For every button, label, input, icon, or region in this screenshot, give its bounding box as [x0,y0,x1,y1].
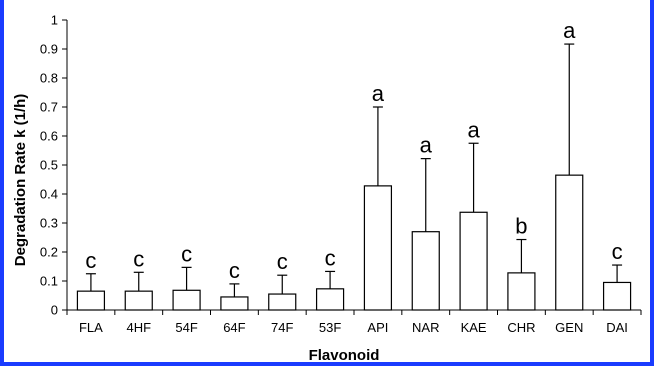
bar-dai [604,282,631,310]
significance-label-kae: a [467,117,480,142]
x-tick-label-nar: NAR [412,320,439,335]
x-tick-label-kae: KAE [461,320,487,335]
significance-label-nar: a [420,133,433,158]
significance-label-gen: a [563,18,576,43]
bars [77,175,630,310]
significance-label-54f: c [181,241,192,266]
bar-fla [77,291,104,310]
significance-label-dai: c [612,239,623,264]
y-tick-label: 0.1 [40,274,58,289]
bar-kae [460,212,487,310]
x-tick-label-74f: 74F [271,320,293,335]
significance-label-74f: c [277,249,288,274]
y-tick-label: 0.3 [40,216,58,231]
bar-64f [221,297,248,310]
error-bars [86,44,622,297]
bar-74f [269,294,296,310]
bar-4hf [125,291,152,310]
significance-label-fla: c [85,248,96,273]
y-tick-label: 1 [51,13,58,28]
x-tick-label-api: API [367,320,388,335]
x-tick-labels: FLA 4HF 54F 64F 74F 53F API NAR KAE CHR GEN DAI [79,320,628,335]
y-tick-label: 0 [51,303,58,318]
y-tick-label: 0.2 [40,245,58,260]
x-axis-title: Flavonoid [309,347,380,364]
bar-gen [556,175,583,310]
y-tick-label: 0.7 [40,100,58,115]
significance-label-64f: c [229,258,240,283]
significance-label-53f: c [325,245,336,270]
y-axis-title: Degradation Rate k (1/h) [12,94,29,267]
x-tick-label-dai: DAI [606,320,628,335]
y-tick-label: 0.6 [40,129,58,144]
bar-nar [412,232,439,310]
y-tick-label: 0.5 [40,158,58,173]
x-tick-label-64f: 64F [223,320,245,335]
bar-54f [173,290,200,310]
bar-api [364,186,391,310]
x-tick-label-4hf: 4HF [126,320,151,335]
y-tick-label: 0.8 [40,71,58,86]
y-tick-label: 0.9 [40,42,58,57]
y-axis: 0 0.1 0.2 0.3 0.4 0.5 0.6 0.7 0.8 0.9 1 [40,13,67,318]
significance-label-4hf: c [133,246,144,271]
x-tick-label-chr: CHR [507,320,535,335]
bar-53f [317,289,344,310]
x-tick-label-gen: GEN [555,320,583,335]
bar-chr [508,273,535,310]
x-tick-label-53f: 53F [319,320,341,335]
x-tick-label-fla: FLA [79,320,103,335]
x-axis [67,310,641,315]
y-tick-label: 0.4 [40,187,58,202]
significance-label-api: a [372,81,385,106]
significance-label-chr: b [515,214,527,239]
x-tick-label-54f: 54F [175,320,197,335]
significance-labels: c c c c c c a a a b a c [85,18,622,283]
